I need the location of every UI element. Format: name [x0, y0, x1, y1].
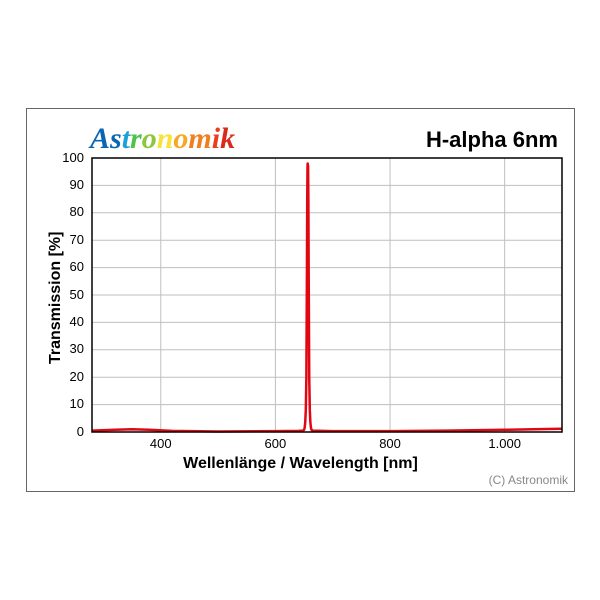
- chart-frame: Astronomik H-alpha 6nm Transmission [%] …: [26, 108, 575, 492]
- x-axis-label: Wellenlänge / Wavelength [nm]: [27, 455, 574, 473]
- y-tick-label: 10: [70, 396, 84, 411]
- y-tick-label: 100: [62, 150, 84, 165]
- y-tick-label: 70: [70, 232, 84, 247]
- brand-logo: Astronomik: [90, 122, 235, 156]
- y-tick-label: 0: [77, 424, 84, 439]
- y-tick-label: 20: [70, 369, 84, 384]
- y-tick-label: 60: [70, 259, 84, 274]
- transmission-chart: [91, 157, 563, 433]
- y-tick-label: 90: [70, 177, 84, 192]
- y-tick-label: 40: [70, 314, 84, 329]
- y-axis-label: Transmission [%]: [47, 232, 65, 364]
- y-tick-label: 80: [70, 204, 84, 219]
- x-tick-label: 400: [141, 436, 181, 451]
- x-tick-label: 1.000: [485, 436, 525, 451]
- copyright-text: (C) Astronomik: [489, 473, 568, 487]
- x-tick-label: 600: [255, 436, 295, 451]
- chart-title: H-alpha 6nm: [426, 127, 558, 153]
- y-tick-label: 30: [70, 341, 84, 356]
- x-tick-label: 800: [370, 436, 410, 451]
- y-tick-label: 50: [70, 287, 84, 302]
